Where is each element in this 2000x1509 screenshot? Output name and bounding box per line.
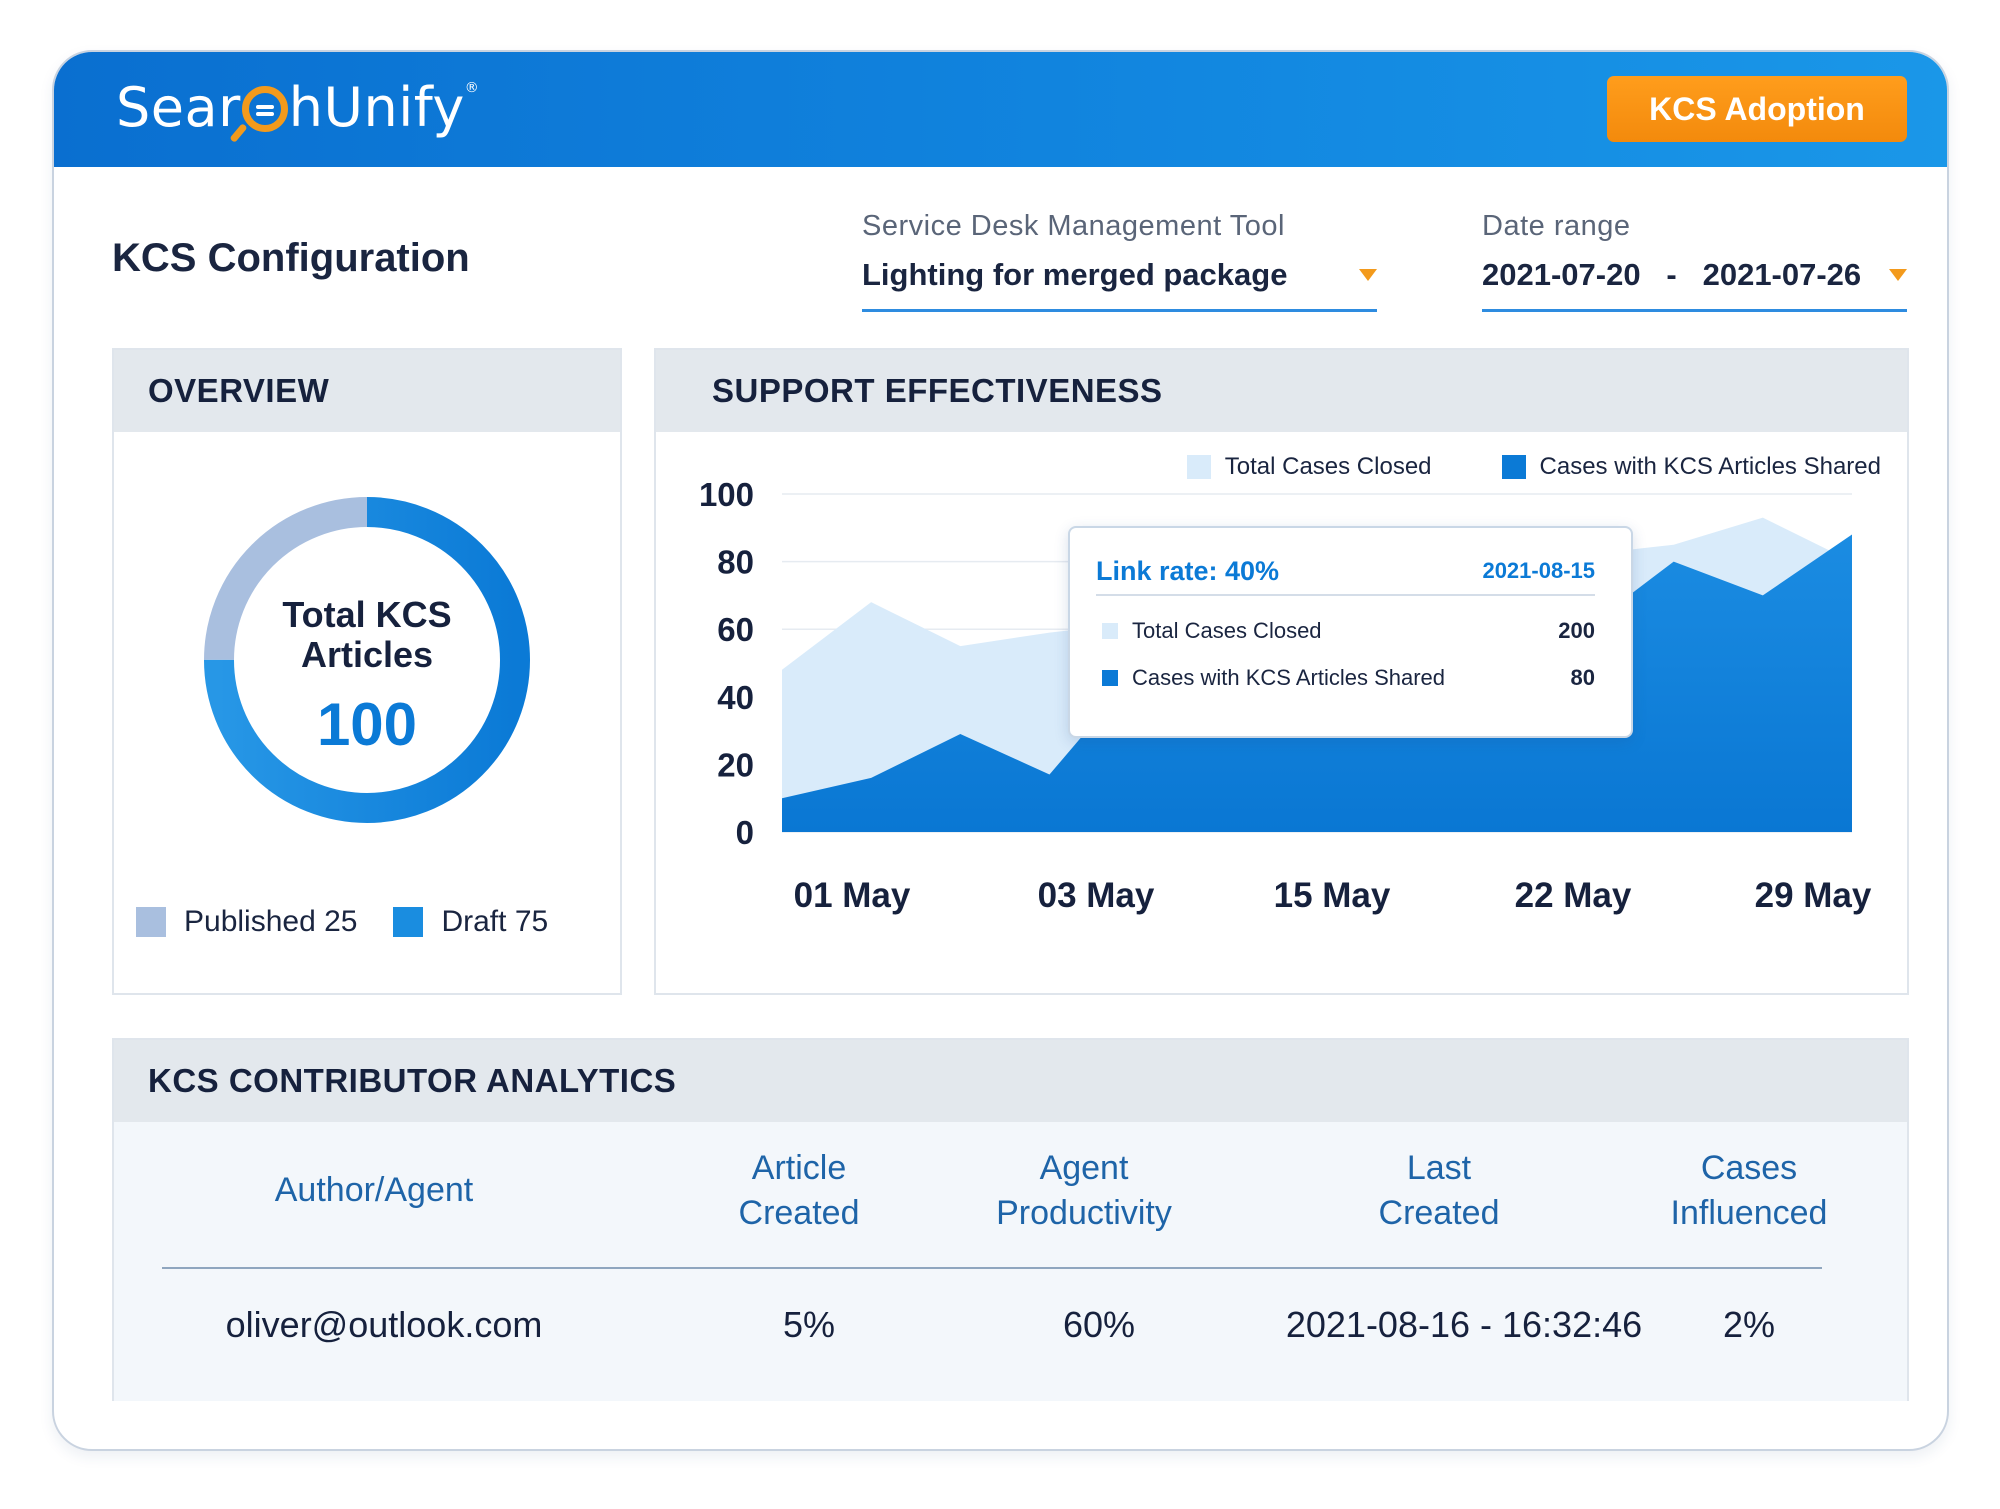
row-last-created: 2021-08-16 - 16:32:46	[1285, 1304, 1643, 1345]
date-range-select[interactable]: Date range 2021-07-20 - 2021-07-26	[1482, 210, 1907, 312]
tooltip-total-swatch	[1102, 623, 1118, 639]
service-desk-dropdown[interactable]: Lighting for merged package	[862, 257, 1377, 312]
page-title: KCS Configuration	[112, 236, 470, 280]
y-tick-label: 40	[717, 679, 754, 716]
col-author-agent-label: Author/Agent	[274, 1171, 474, 1209]
published-label: Published 25	[184, 905, 358, 938]
tooltip-row-kcs: Cases with KCS Articles Shared 80	[1102, 665, 1595, 691]
y-tick-label: 60	[717, 611, 754, 648]
searchunify-logo[interactable]: Sear hUnify ®	[116, 72, 479, 142]
tooltip-kcs-swatch	[1102, 670, 1118, 686]
legend-total-cases[interactable]: Total Cases Closed	[1186, 453, 1432, 481]
date-range-value: 2021-07-20 - 2021-07-26	[1482, 257, 1861, 293]
row-agent-productivity: 60%	[1062, 1304, 1136, 1345]
donut-title-line2: Articles	[300, 634, 434, 675]
col-cases-influenced[interactable]: Cases Influenced	[1624, 1146, 1874, 1236]
total-cases-swatch	[1186, 455, 1211, 479]
date-range-start: 2021-07-20	[1482, 257, 1641, 292]
date-range-separator: -	[1666, 257, 1677, 292]
donut-legend: Published 25 Draft 75	[136, 905, 584, 939]
service-desk-value: Lighting for merged package	[862, 257, 1288, 292]
col-cases-influenced-line1: Cases	[1700, 1149, 1798, 1187]
tooltip-link-rate: Link rate: 40%	[1096, 555, 1280, 586]
top-bar: Sear hUnify ® KCS Adoption	[54, 52, 1947, 167]
registered-mark: ®	[464, 80, 480, 96]
contributor-analytics-title: KCS CONTRIBUTOR ANALYTICS	[114, 1040, 1907, 1122]
date-range-end: 2021-07-26	[1702, 257, 1862, 292]
x-tick-label: 01 May	[794, 876, 911, 915]
support-effectiveness-title: SUPPORT EFFECTIVENESS	[656, 350, 1907, 432]
y-tick-label: 80	[717, 544, 754, 581]
service-desk-select[interactable]: Service Desk Management Tool Lighting fo…	[862, 210, 1377, 312]
logo-text-suffix: hUnify	[288, 75, 465, 139]
col-cases-influenced-line2: Influenced	[1670, 1194, 1828, 1232]
col-last-created[interactable]: Last Created	[1314, 1146, 1564, 1236]
x-tick-label: 29 May	[1755, 876, 1872, 915]
row-article-created: 5%	[782, 1304, 836, 1345]
tooltip-row-total: Total Cases Closed 200	[1102, 618, 1595, 644]
donut-center-value: 100	[316, 691, 418, 758]
legend-published[interactable]: Published 25	[136, 905, 357, 939]
chart-tooltip: Link rate: 40% 2021-08-15 Total Cases Cl…	[1068, 526, 1633, 738]
logo-text-prefix: Sear	[116, 75, 241, 139]
tooltip-total-label: Total Cases Closed	[1132, 618, 1322, 643]
kcs-cases-swatch	[1501, 455, 1526, 479]
kcs-cases-legend-label: Cases with KCS Articles Shared	[1539, 453, 1881, 480]
total-cases-legend-label: Total Cases Closed	[1224, 453, 1432, 480]
legend-kcs-cases[interactable]: Cases with KCS Articles Shared	[1501, 453, 1881, 481]
legend-draft[interactable]: Draft 75	[393, 905, 548, 939]
col-article-created[interactable]: Article Created	[674, 1146, 924, 1236]
col-last-created-line1: Last	[1406, 1149, 1472, 1187]
col-agent-productivity-line2: Productivity	[996, 1194, 1172, 1232]
draft-swatch	[393, 907, 424, 937]
col-last-created-line2: Created	[1378, 1194, 1500, 1232]
tooltip-kcs-value: 80	[1570, 665, 1595, 690]
support-effectiveness-panel: SUPPORT EFFECTIVENESS 100 80 60 40 20 0 01 May…	[654, 348, 1909, 995]
tooltip-total-value: 200	[1558, 618, 1595, 643]
tooltip-date: 2021-08-15	[1482, 558, 1595, 583]
row-cases-influenced: 2%	[1722, 1304, 1776, 1345]
y-tick-label: 0	[736, 814, 754, 851]
y-tick-label: 100	[699, 476, 754, 513]
published-swatch	[136, 907, 166, 937]
tooltip-header: Link rate: 40% 2021-08-15	[1096, 548, 1595, 596]
overview-panel: OVERVIEW Total KCS Articles 100 Publishe…	[112, 348, 622, 995]
row-author-email[interactable]: oliver@outlook.com	[225, 1304, 543, 1345]
service-desk-label: Service Desk Management Tool	[862, 210, 1285, 242]
x-tick-label: 03 May	[1038, 876, 1155, 915]
col-author-agent[interactable]: Author/Agent	[224, 1168, 524, 1213]
contributor-analytics-panel: KCS CONTRIBUTOR ANALYTICS Author/Agent A…	[112, 1038, 1909, 1401]
col-article-created-line2: Created	[738, 1194, 860, 1232]
caret-down-icon[interactable]	[1889, 269, 1907, 281]
donut-chart	[204, 497, 530, 823]
y-tick-label: 20	[717, 746, 754, 783]
tooltip-kcs-label: Cases with KCS Articles Shared	[1132, 665, 1446, 690]
x-tick-label: 22 May	[1515, 876, 1632, 915]
draft-label: Draft 75	[441, 905, 549, 938]
chart-legend: Total Cases Closed Cases with KCS Articl…	[1117, 453, 1881, 481]
col-agent-productivity-line1: Agent	[1039, 1149, 1129, 1187]
x-tick-label: 15 May	[1274, 876, 1391, 915]
dashboard-card: Sear hUnify ® KCS Adoption KCS Configura…	[52, 50, 1949, 1451]
overview-title: OVERVIEW	[114, 350, 620, 432]
donut-center-title: Total KCS Articles	[114, 595, 620, 675]
col-article-created-line1: Article	[751, 1149, 847, 1187]
caret-down-icon[interactable]	[1359, 269, 1377, 281]
contributor-table: Author/Agent Article Created Agent Produ…	[114, 1122, 1907, 1401]
donut-segment-published[interactable]	[204, 497, 530, 823]
donut-title-line1: Total KCS	[282, 594, 452, 635]
table-header-divider	[162, 1267, 1822, 1269]
date-range-label: Date range	[1482, 210, 1631, 242]
col-agent-productivity[interactable]: Agent Productivity	[934, 1146, 1234, 1236]
date-range-dropdown[interactable]: 2021-07-20 - 2021-07-26	[1482, 257, 1907, 312]
kcs-adoption-badge[interactable]: KCS Adoption	[1607, 76, 1907, 142]
search-magnifier-icon	[241, 86, 288, 132]
